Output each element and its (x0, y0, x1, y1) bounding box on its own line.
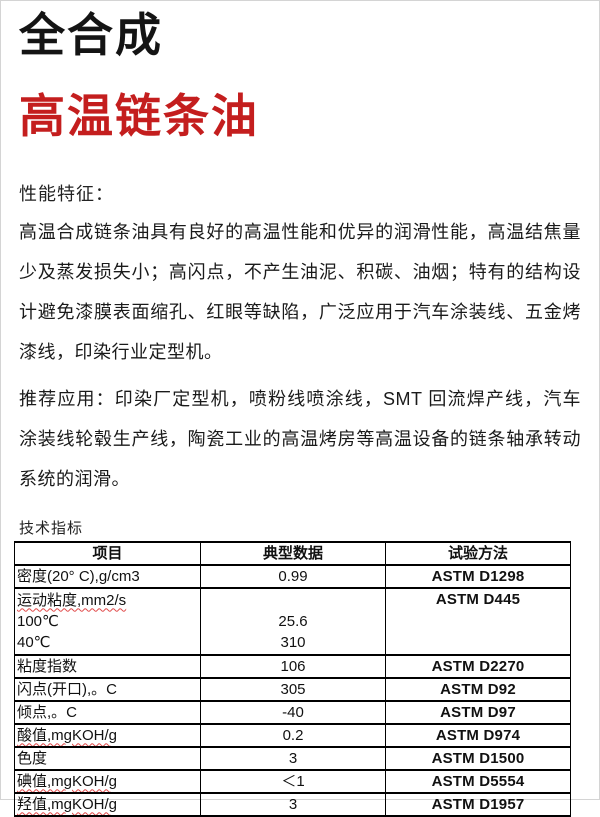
specs-heading: 技术指标 (19, 519, 84, 537)
spec-value-cell: ＜1 (200, 768, 386, 794)
viscosity-label: 运动粘度,mm2/s (17, 591, 127, 609)
spec-item-cell: 粘度指数 (14, 653, 201, 679)
table-row-viscosity: 运动粘度,mm2/s 100℃ 40℃ 25.6 310 ASTM D445 (14, 586, 571, 656)
spec-method-cell: ASTM D97 (385, 699, 571, 725)
col-header-item: 项目 (14, 540, 201, 566)
viscosity-40c-label: 40℃ (17, 633, 51, 651)
spec-item-cell: 运动粘度,mm2/s 100℃ 40℃ (14, 586, 201, 656)
spec-value-cell: 3 (200, 791, 386, 817)
spec-item-cell: 倾点,。C (14, 699, 201, 725)
table-row-flash-point: 闪点(开口),。C 305 ASTM D92 (14, 676, 571, 702)
features-heading: 性能特征： (19, 183, 114, 204)
spec-value-cell: 0.99 (200, 563, 386, 589)
col-header-value: 典型数据 (200, 540, 386, 566)
table-row-pour-point: 倾点,。C -40 ASTM D97 (14, 699, 571, 725)
applications-paragraph: 推荐应用：印染厂定型机，喷粉线喷涂线，SMT 回流焊产线，汽车涂装线轮毂生产线，… (19, 388, 581, 489)
iodine-value-label: 碘值,mgKOH/g (17, 772, 118, 790)
hydroxyl-value-label: 羟值,mgKOH/g (17, 795, 118, 813)
spec-value-cell: 305 (200, 676, 386, 702)
spec-method-cell: ASTM D2270 (385, 653, 571, 679)
table-row-color: 色度 3 ASTM D1500 (14, 745, 571, 771)
spec-value-cell: 106 (200, 653, 386, 679)
spec-method-cell: ASTM D974 (385, 722, 571, 748)
spec-item-cell: 酸值,mgKOH/g (14, 722, 201, 748)
spec-method-cell: ASTM D1500 (385, 745, 571, 771)
product-category-title: 全合成 (19, 9, 163, 61)
col-header-method: 试验方法 (385, 540, 571, 566)
acid-value-label: 酸值,mgKOH/g (17, 726, 118, 744)
spec-item-cell: 密度(20° C),g/cm3 (14, 563, 201, 589)
spec-method-cell: ASTM D5554 (385, 768, 571, 794)
table-row-viscosity-index: 粘度指数 106 ASTM D2270 (14, 653, 571, 679)
table-row-acid-value: 酸值,mgKOH/g 0.2 ASTM D974 (14, 722, 571, 748)
viscosity-100c-label: 100℃ (17, 612, 59, 630)
product-name-title: 高温链条油 (19, 90, 259, 143)
spec-value-cell: 3 (200, 745, 386, 771)
spec-item-cell: 羟值,mgKOH/g (14, 791, 201, 817)
spec-method-cell: ASTM D445 (385, 586, 571, 656)
features-paragraph: 高温合成链条油具有良好的高温性能和优异的润滑性能，高温结焦量少及蒸发损失小；高闪… (19, 221, 581, 362)
viscosity-100c-value: 25.6 (278, 612, 308, 630)
table-row-iodine-value: 碘值,mgKOH/g ＜1 ASTM D5554 (14, 768, 571, 794)
spec-method-cell: ASTM D1957 (385, 791, 571, 817)
spec-method-cell: ASTM D92 (385, 676, 571, 702)
specs-header-row: 项目 典型数据 试验方法 (14, 540, 571, 566)
table-row-hydroxyl-value: 羟值,mgKOH/g 3 ASTM D1957 (14, 791, 571, 817)
spec-value-cell: 0.2 (200, 722, 386, 748)
viscosity-40c-value: 310 (280, 633, 306, 651)
viscosity-blank-line (203, 590, 383, 611)
spec-item-cell: 色度 (14, 745, 201, 771)
spec-value-cell: -40 (200, 699, 386, 725)
spec-value-cell: 25.6 310 (200, 586, 386, 656)
spec-method-cell: ASTM D1298 (385, 563, 571, 589)
spec-item-cell: 碘值,mgKOH/g (14, 768, 201, 794)
table-row-density: 密度(20° C),g/cm3 0.99 ASTM D1298 (14, 563, 571, 589)
specs-table: 项目 典型数据 试验方法 密度(20° C),g/cm3 0.99 ASTM D… (14, 540, 571, 817)
spec-item-cell: 闪点(开口),。C (14, 676, 201, 702)
